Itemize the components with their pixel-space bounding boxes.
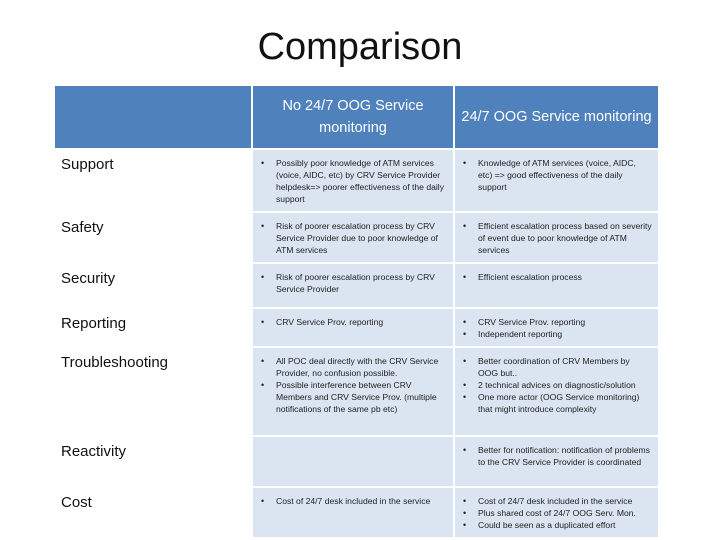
bullet-item: All POC deal directly with the CRV Servi… (259, 355, 447, 379)
bullet-item: Possible interference between CRV Member… (259, 379, 447, 415)
comparison-table: No 24/7 OOG Service monitoring 24/7 OOG … (53, 84, 660, 539)
bullet-list: Possibly poor knowledge of ATM services … (259, 157, 447, 205)
row-label: Reactivity (55, 437, 251, 486)
bullet-item: Knowledge of ATM services (voice, AIDC, … (461, 157, 652, 193)
header-row: No 24/7 OOG Service monitoring 24/7 OOG … (55, 86, 658, 148)
bullet-item: Cost of 24/7 desk included in the servic… (461, 495, 652, 507)
cell-no-oog: Cost of 24/7 desk included in the servic… (253, 488, 453, 537)
bullet-list: Knowledge of ATM services (voice, AIDC, … (461, 157, 652, 193)
row-label: Safety (55, 213, 251, 262)
bullet-list: Cost of 24/7 desk included in the servic… (259, 495, 447, 507)
cell-with-oog: Better for notification: notification of… (455, 437, 658, 486)
row-label: Security (55, 264, 251, 307)
table-row: Troubleshooting All POC deal directly wit… (55, 348, 658, 435)
table-row: Cost Cost of 24/7 desk included in the se… (55, 488, 658, 537)
header-no-oog: No 24/7 OOG Service monitoring (253, 86, 453, 148)
cell-with-oog: CRV Service Prov. reportingIndependent r… (455, 309, 658, 346)
bullet-list: All POC deal directly with the CRV Servi… (259, 355, 447, 415)
cell-with-oog: Efficient escalation process (455, 264, 658, 307)
bullet-list: CRV Service Prov. reporting (259, 316, 447, 328)
bullet-item: Cost of 24/7 desk included in the servic… (259, 495, 447, 507)
cell-with-oog: Better coordination of CRV Members by OO… (455, 348, 658, 435)
table-row: ReportingCRV Service Prov. reportingCRV … (55, 309, 658, 346)
cell-no-oog: Risk of poorer escalation process by CRV… (253, 264, 453, 307)
bullet-list: CRV Service Prov. reportingIndependent r… (461, 316, 652, 340)
bullet-item: CRV Service Prov. reporting (259, 316, 447, 328)
bullet-list: Better for notification: notification of… (461, 444, 652, 468)
bullet-list: Cost of 24/7 desk included in the servic… (461, 495, 652, 531)
table-row: Security Risk of poorer escalation proces… (55, 264, 658, 307)
row-label: Troubleshooting (55, 348, 251, 435)
cell-no-oog: CRV Service Prov. reporting (253, 309, 453, 346)
cell-with-oog: Knowledge of ATM services (voice, AIDC, … (455, 150, 658, 211)
bullet-item: Risk of poorer escalation process by CRV… (259, 271, 447, 295)
bullet-list: Efficient escalation process based on se… (461, 220, 652, 256)
header-corner-cell (55, 86, 251, 148)
bullet-item: Could be seen as a duplicated effort (461, 519, 652, 531)
table-body: SupportPossibly poor knowledge of ATM se… (55, 150, 658, 537)
bullet-item: 2 technical advices on diagnostic/soluti… (461, 379, 652, 391)
table-row: Reactivity Better for notification: notif… (55, 437, 658, 486)
bullet-list: Risk of poorer escalation process by CRV… (259, 220, 447, 256)
cell-no-oog: Risk of poorer escalation process by CRV… (253, 213, 453, 262)
bullet-item: Efficient escalation process (461, 271, 652, 283)
bullet-list: Efficient escalation process (461, 271, 652, 283)
bullet-item: One more actor (OOG Service monitoring) … (461, 391, 652, 415)
cell-with-oog: Cost of 24/7 desk included in the servic… (455, 488, 658, 537)
bullet-item: CRV Service Prov. reporting (461, 316, 652, 328)
cell-with-oog: Efficient escalation process based on se… (455, 213, 658, 262)
table-row: SafetyRisk of poorer escalation process … (55, 213, 658, 262)
bullet-item: Independent reporting (461, 328, 652, 340)
bullet-item: Plus shared cost of 24/7 OOG Serv. Mon. (461, 507, 652, 519)
slide-title: Comparison (257, 26, 463, 68)
bullet-list: Risk of poorer escalation process by CRV… (259, 271, 447, 295)
cell-no-oog: All POC deal directly with the CRV Servi… (253, 348, 453, 435)
bullet-item: Better for notification: notification of… (461, 444, 652, 468)
bullet-list: Better coordination of CRV Members by OO… (461, 355, 652, 415)
bullet-item: Efficient escalation process based on se… (461, 220, 652, 256)
bullet-item: Better coordination of CRV Members by OO… (461, 355, 652, 379)
header-with-oog: 24/7 OOG Service monitoring (455, 86, 658, 148)
cell-no-oog (253, 437, 453, 486)
table-row: SupportPossibly poor knowledge of ATM se… (55, 150, 658, 211)
row-label: Support (55, 150, 251, 211)
row-label: Cost (55, 488, 251, 537)
bullet-item: Risk of poorer escalation process by CRV… (259, 220, 447, 256)
bullet-item: Possibly poor knowledge of ATM services … (259, 157, 447, 205)
row-label: Reporting (55, 309, 251, 346)
cell-no-oog: Possibly poor knowledge of ATM services … (253, 150, 453, 211)
